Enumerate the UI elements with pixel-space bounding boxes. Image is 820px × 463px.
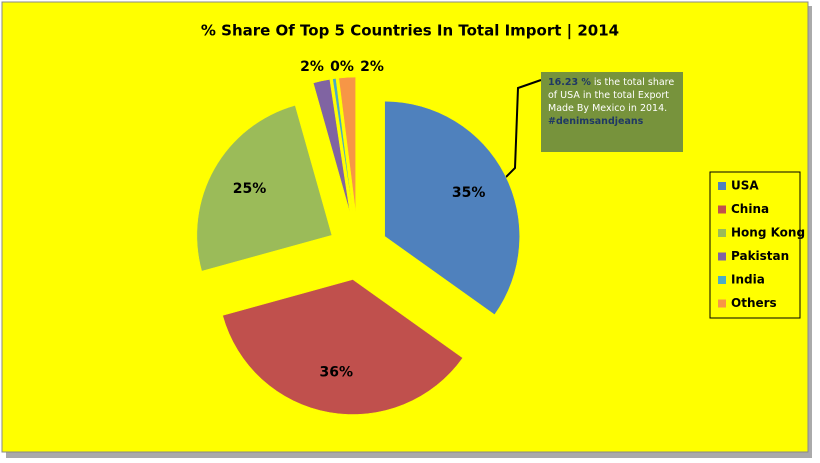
legend-label: USA — [731, 179, 759, 193]
legend-label: Others — [731, 296, 777, 310]
pie-slice — [196, 105, 333, 272]
legend-marker — [718, 276, 726, 284]
pie-slice — [222, 279, 464, 415]
annotation: 16.23 % is the total share of USA in the… — [541, 72, 683, 152]
pie-slice — [332, 78, 354, 213]
pie-slice — [312, 79, 351, 213]
annotation-text: is the total share of USA in the total E… — [548, 77, 675, 114]
chart-title: % Share Of Top 5 Countries In Total Impo… — [201, 22, 619, 41]
legend-box — [709, 171, 801, 319]
data-label: 36% — [320, 365, 354, 381]
annotation-highlight: 16.23 % — [548, 77, 591, 88]
data-label: 2% — [360, 59, 384, 75]
legend-label: Pakistan — [731, 249, 789, 263]
legend-label: Hong Kong — [731, 226, 805, 240]
pie-slice — [338, 76, 356, 213]
legend-label: India — [731, 273, 765, 287]
data-label: 0% — [330, 59, 354, 75]
legend-marker — [718, 299, 726, 308]
legend-marker — [718, 229, 726, 237]
pie-slice — [384, 101, 520, 316]
legend-marker — [718, 252, 726, 261]
legend-marker — [718, 205, 726, 214]
data-label: 2% — [300, 59, 324, 75]
data-label: 25% — [233, 181, 267, 197]
legend-label: China — [731, 202, 769, 216]
legend-marker — [718, 182, 726, 190]
annotation-leader — [504, 79, 542, 179]
data-label: 35% — [452, 185, 486, 201]
annotation-tag: #denimsandjeans — [548, 116, 644, 127]
